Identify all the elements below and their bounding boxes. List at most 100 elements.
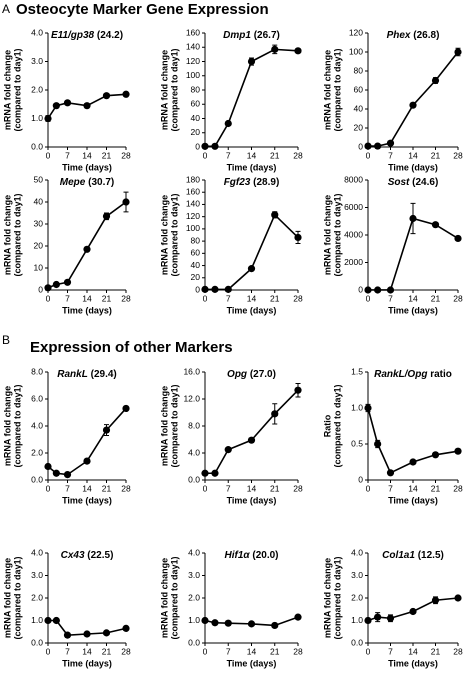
data-point	[247, 436, 256, 444]
x-tick-label: 0	[366, 483, 371, 493]
series-line	[205, 389, 299, 475]
data-point	[431, 221, 440, 229]
data-point	[52, 469, 60, 477]
data-point	[211, 619, 219, 627]
data-point	[454, 447, 462, 455]
y-tick-label: 160	[186, 27, 200, 37]
data-point	[52, 102, 60, 110]
section-title: Expression of other Markers	[30, 339, 233, 356]
y-tick-label: 8000	[344, 174, 363, 184]
x-tick-label: 0	[46, 293, 51, 303]
title-gene: Sost	[388, 177, 410, 188]
data-point	[63, 99, 72, 107]
y-tick-label: 2.0	[31, 447, 43, 457]
x-tick-label: 7	[388, 646, 393, 656]
y-tick-label: 1.5	[351, 366, 363, 376]
data-point	[211, 469, 219, 477]
y-tick-label: 0.5	[351, 438, 363, 448]
y-tick-label: 120	[349, 27, 363, 37]
title-gene: RankL	[57, 369, 88, 380]
x-tick-label: 7	[388, 483, 393, 493]
x-tick-label: 0	[203, 483, 208, 493]
x-tick-label: 7	[226, 483, 231, 493]
y-tick-label: 4.0	[351, 547, 363, 557]
y-tick-label: 8.0	[31, 366, 43, 376]
y-tick-label: 1.0	[31, 615, 43, 625]
title-gene: Mepe	[60, 177, 86, 188]
panel-title: Dmp1 (26.7)	[223, 30, 280, 41]
section-title: Osteocyte Marker Gene Expression	[16, 1, 269, 18]
data-point	[374, 440, 382, 448]
y-tick-label: 6000	[344, 202, 363, 212]
x-tick-label: 28	[453, 150, 463, 160]
data-point	[294, 233, 302, 242]
x-tick-label: 28	[453, 483, 463, 493]
x-tick-label: 0	[203, 646, 208, 656]
panel: 0 0.5 1.0 1.5 0 7 14 21 28 Time (days) Ratio (compa…	[322, 366, 463, 505]
title-note: (22.5)	[87, 550, 113, 561]
x-axis-label: Time (days)	[62, 658, 112, 668]
title-gene: Hif1α	[225, 550, 251, 561]
data-point	[374, 286, 382, 294]
y-tick-label: 2.0	[351, 592, 363, 602]
title-note: (24.2)	[97, 30, 123, 41]
x-tick-label: 14	[247, 150, 257, 160]
y-tick-label: 4.0	[31, 547, 43, 557]
y-axis-label: mRNA fold change	[159, 195, 169, 275]
y-tick-label: 0	[195, 141, 200, 151]
data-point	[224, 446, 232, 454]
y-tick-label: 1.0	[31, 113, 43, 123]
y-tick-label: 50	[34, 174, 44, 184]
data-point	[374, 613, 382, 621]
x-tick-label: 21	[270, 150, 280, 160]
y-tick-label: 40	[354, 103, 364, 113]
y-tick-label: 100	[186, 223, 200, 233]
title-note: (28.9)	[253, 177, 279, 188]
y-axis-label: (compared to day1)	[12, 384, 22, 467]
data-point	[211, 285, 219, 293]
y-tick-label: 1.0	[351, 615, 363, 625]
data-point	[122, 90, 130, 98]
data-point	[271, 211, 279, 219]
y-axis-label: (compared to day1)	[332, 556, 342, 639]
data-point	[364, 142, 372, 150]
y-axis-label: (compared to day1)	[169, 556, 179, 639]
y-axis-label: mRNA fold change	[322, 50, 332, 130]
y-tick-label: 60	[354, 84, 364, 94]
data-point	[386, 614, 395, 622]
panel-title: Cx43 (22.5)	[61, 550, 114, 561]
y-tick-label: 0.0	[31, 474, 43, 484]
panel-title: RankL/Opg ratio	[374, 369, 452, 380]
x-tick-label: 0	[46, 646, 51, 656]
x-axis-label: Time (days)	[227, 162, 277, 172]
y-tick-label: 3.0	[31, 56, 43, 66]
title-gene: Phex	[387, 30, 411, 41]
y-tick-label: 120	[186, 56, 200, 66]
series-line	[205, 213, 299, 291]
x-tick-label: 0	[203, 293, 208, 303]
x-tick-label: 0	[366, 646, 371, 656]
x-axis-label: Time (days)	[62, 162, 112, 172]
x-tick-label: 14	[247, 293, 257, 303]
y-tick-label: 40	[34, 196, 44, 206]
x-tick-label: 0	[366, 150, 371, 160]
x-tick-label: 21	[102, 150, 112, 160]
y-tick-label: 4.0	[31, 420, 43, 430]
panel-title: Hif1α (20.0)	[225, 550, 279, 561]
data-point	[44, 284, 52, 292]
y-tick-label: 4.0	[188, 447, 200, 457]
data-point	[409, 101, 417, 109]
y-tick-label: 0.0	[31, 637, 43, 647]
x-axis-label: Time (days)	[62, 495, 112, 505]
y-tick-label: 20	[354, 122, 364, 132]
y-tick-label: 100	[349, 46, 363, 56]
x-tick-label: 21	[431, 150, 441, 160]
panel: 0 10 20 30 40 50 0 7 14 21 28 Time (days) mRNA fold …	[2, 174, 131, 315]
x-tick-label: 21	[270, 293, 280, 303]
x-tick-label: 21	[431, 483, 441, 493]
x-tick-label: 14	[82, 646, 92, 656]
data-point	[431, 596, 440, 604]
y-axis-label: Ratio	[322, 414, 332, 437]
data-point	[409, 458, 417, 466]
x-tick-label: 14	[408, 646, 418, 656]
